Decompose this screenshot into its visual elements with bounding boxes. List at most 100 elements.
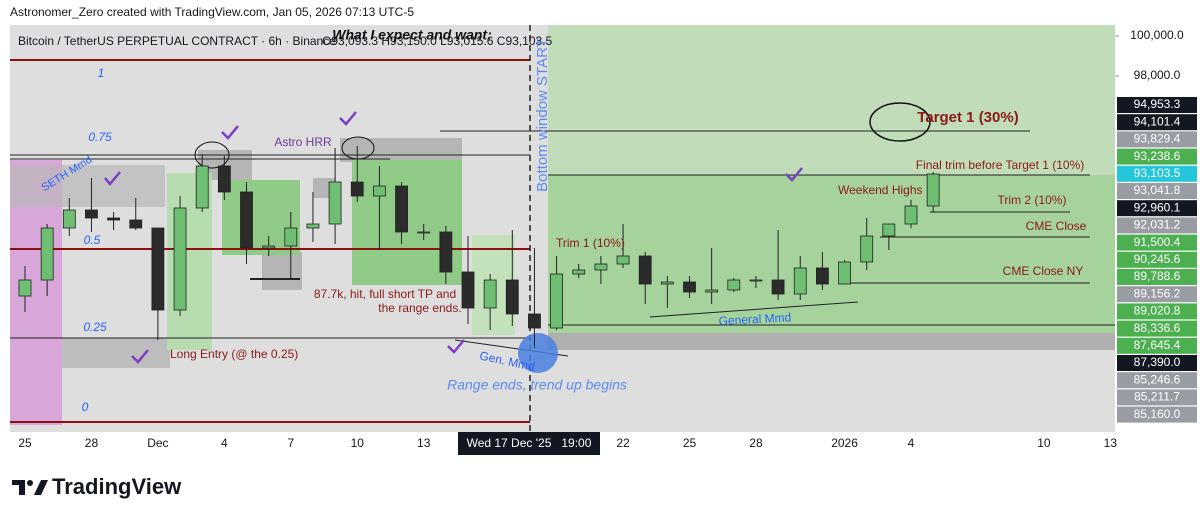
check bbox=[785, 167, 803, 182]
candle-body bbox=[793, 267, 807, 295]
ohlc-legend: O93,093.3 H93,150.0 L93,015.6 C93,103.5 bbox=[322, 34, 553, 48]
candle-body bbox=[417, 231, 431, 234]
zone bbox=[548, 175, 1115, 333]
candle-body bbox=[838, 261, 851, 285]
candle-body bbox=[483, 279, 497, 309]
logo-mark bbox=[27, 480, 33, 486]
candle-body bbox=[860, 235, 874, 263]
x-tick-label: 25 bbox=[18, 436, 32, 450]
line bbox=[649, 301, 859, 318]
price-badge bbox=[1117, 251, 1197, 268]
candle-body bbox=[505, 279, 519, 315]
x-tick-label: 22 bbox=[616, 436, 630, 450]
highlight-circle bbox=[518, 333, 558, 373]
price-badge-label: 87,390.0 bbox=[1134, 355, 1181, 369]
header: Astronomer_Zero created with TradingView… bbox=[10, 5, 414, 19]
check bbox=[221, 125, 239, 140]
annotation: CME Close NY bbox=[1003, 264, 1084, 278]
x-tick-label: 4 bbox=[221, 436, 228, 450]
price-badge-label: 87,645.4 bbox=[1134, 338, 1181, 352]
candle-body bbox=[461, 271, 475, 309]
annotation: General Mmd bbox=[718, 310, 791, 328]
candle-body bbox=[816, 267, 829, 285]
candle-body bbox=[85, 209, 98, 219]
lines bbox=[10, 25, 1115, 432]
circle-mark bbox=[869, 102, 931, 142]
price-badge-label: 89,020.8 bbox=[1134, 304, 1181, 318]
logo-mark bbox=[12, 480, 25, 495]
price-badge-label: 93,238.6 bbox=[1134, 149, 1181, 163]
price-badge-label: 94,101.4 bbox=[1134, 114, 1181, 128]
x-tick-label: 13 bbox=[1104, 436, 1118, 450]
candle-body bbox=[727, 279, 741, 291]
x-tick-label: Dec bbox=[147, 436, 168, 450]
price-badge bbox=[1117, 355, 1197, 371]
candle-body bbox=[771, 279, 785, 295]
zone bbox=[62, 338, 170, 368]
price-badge bbox=[1117, 389, 1197, 406]
candle-body bbox=[151, 227, 165, 311]
candle-body bbox=[173, 207, 187, 311]
x-tick-label: 7 bbox=[287, 436, 294, 450]
price-badge-label: 92,031.2 bbox=[1134, 218, 1181, 232]
annotation: 87.7k, hit, full short TP and bbox=[314, 287, 456, 301]
price-badge bbox=[1117, 406, 1197, 423]
candle-body bbox=[328, 181, 342, 225]
annotation: What I expect and want: bbox=[332, 27, 491, 43]
candle-body bbox=[926, 173, 940, 207]
check bbox=[104, 171, 121, 186]
circle-mark bbox=[341, 136, 375, 160]
x-tick-label: 28 bbox=[85, 436, 99, 450]
price-badge-label: 91,500.4 bbox=[1134, 235, 1181, 249]
price-badge bbox=[1117, 269, 1197, 285]
annotation: 0.75 bbox=[88, 130, 112, 144]
price-badge bbox=[1117, 97, 1197, 113]
candle-body bbox=[350, 181, 364, 197]
candle-body bbox=[306, 223, 320, 229]
symbol-title: Bitcoin / TetherUS PERPETUAL CONTRACT · … bbox=[18, 34, 336, 48]
price-badge bbox=[1117, 217, 1197, 234]
x-tick-label: 28 bbox=[749, 436, 763, 450]
price-badge-label: 93,829.4 bbox=[1134, 132, 1181, 146]
price-badge-label: 85,246.6 bbox=[1134, 372, 1181, 386]
crosshair-label: Wed 17 Dec '25 19:00 bbox=[467, 436, 592, 450]
check bbox=[131, 349, 149, 364]
annotation: 1 bbox=[98, 66, 105, 80]
price-badge bbox=[1117, 114, 1197, 131]
annotation: Trim 1 (10%) bbox=[556, 236, 625, 250]
check bbox=[447, 339, 465, 354]
checkmarks bbox=[104, 111, 803, 364]
annotation: Range ends, trend up begins bbox=[447, 377, 627, 393]
annotation: CME Close bbox=[1026, 219, 1087, 233]
candle-body bbox=[528, 313, 541, 329]
price-badge bbox=[1117, 234, 1197, 251]
candle-body bbox=[660, 281, 674, 285]
annotation: Astro HRR bbox=[274, 135, 332, 149]
price-badge bbox=[1117, 337, 1197, 354]
candle-body bbox=[129, 219, 143, 229]
crosshair-box bbox=[458, 432, 600, 455]
candle-body bbox=[107, 217, 120, 221]
zone bbox=[262, 252, 302, 290]
circle-mark bbox=[194, 141, 230, 169]
annotation: 0.25 bbox=[83, 320, 107, 334]
price-badge-label: 85,211.7 bbox=[1134, 390, 1180, 404]
candle-body bbox=[904, 205, 918, 225]
candle-body bbox=[439, 231, 453, 273]
price-badge bbox=[1117, 320, 1197, 337]
annotation: 0.5 bbox=[84, 233, 101, 247]
zone bbox=[340, 138, 462, 162]
footer-brand: TradingView bbox=[52, 474, 182, 499]
candle-body bbox=[195, 165, 209, 209]
candle-body bbox=[18, 279, 32, 297]
x-tick-label: 4 bbox=[908, 436, 915, 450]
zone bbox=[10, 165, 165, 207]
annotation: Bottom window START bbox=[534, 38, 551, 192]
annotation: 0 bbox=[82, 400, 89, 414]
candle-body bbox=[240, 191, 253, 249]
price-badge-label: 85,160.0 bbox=[1134, 407, 1181, 421]
logo: TradingView bbox=[12, 474, 182, 499]
candle-body bbox=[882, 223, 896, 237]
candle-body bbox=[262, 245, 276, 249]
